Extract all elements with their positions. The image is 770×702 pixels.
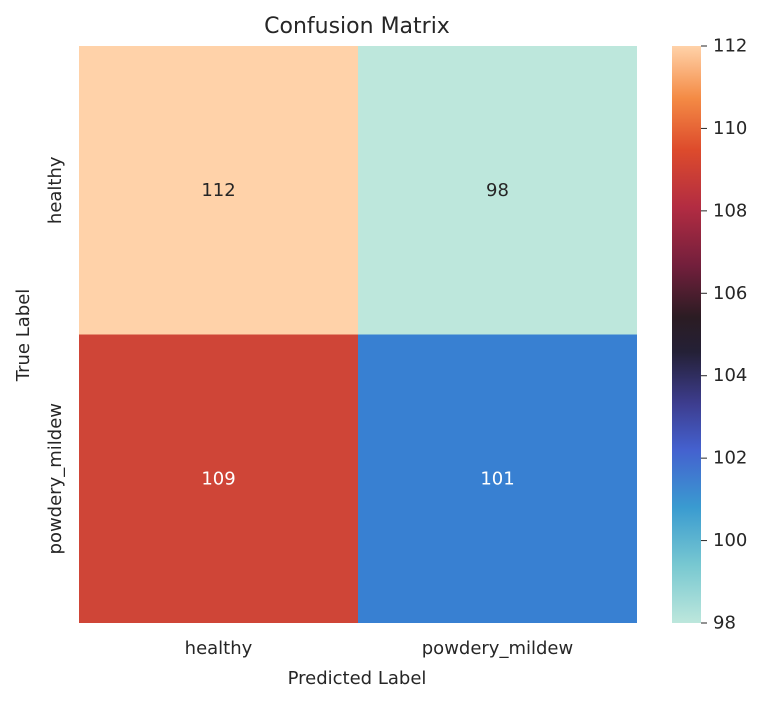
cell-value-label-r1-c1: 101 [480,468,514,489]
cell-value-label-r1-c0: 109 [201,468,235,489]
colorbar-tick-label-0: 98 [713,613,736,634]
cell-value-label-r0-c1: 98 [486,180,509,201]
colorbar [672,46,701,623]
colorbar-tick-label-1: 100 [713,530,747,551]
cell-value-label-r0-c0: 112 [201,180,235,201]
colorbar-tick-label-5: 108 [713,200,747,221]
heatmap-annotations: 112 98 109 101 [201,180,514,490]
heatmap-cell-r1-c1 [358,334,637,623]
colorbar-tick-label-4: 106 [713,283,747,304]
colorbar-tick-label-7: 112 [713,36,747,57]
x-tick-label-1: powdery_mildew [422,638,573,659]
x-axis-label: Predicted Label [288,668,427,689]
heatmap-cell-r0-c0 [79,46,358,335]
y-tick-labels: healthy powdery_mildew [45,156,66,554]
y-tick-label-0: healthy [45,156,66,224]
chart-title: Confusion Matrix [264,14,450,39]
colorbar-tick-label-3: 104 [713,365,747,386]
x-tick-labels: healthy powdery_mildew [185,638,574,659]
colorbar-tick-label-6: 110 [713,118,747,139]
heatmap-cell-r1-c0 [79,334,358,623]
heatmap-cell-r0-c1 [358,46,637,335]
colorbar-ticks: 98 100 102 104 106 108 110 112 [701,36,747,634]
colorbar-tick-label-2: 102 [713,448,747,469]
y-axis-label: True Label [13,289,34,383]
y-tick-label-1: powdery_mildew [45,403,66,554]
heatmap-cells [79,46,637,623]
x-tick-label-0: healthy [185,638,253,659]
